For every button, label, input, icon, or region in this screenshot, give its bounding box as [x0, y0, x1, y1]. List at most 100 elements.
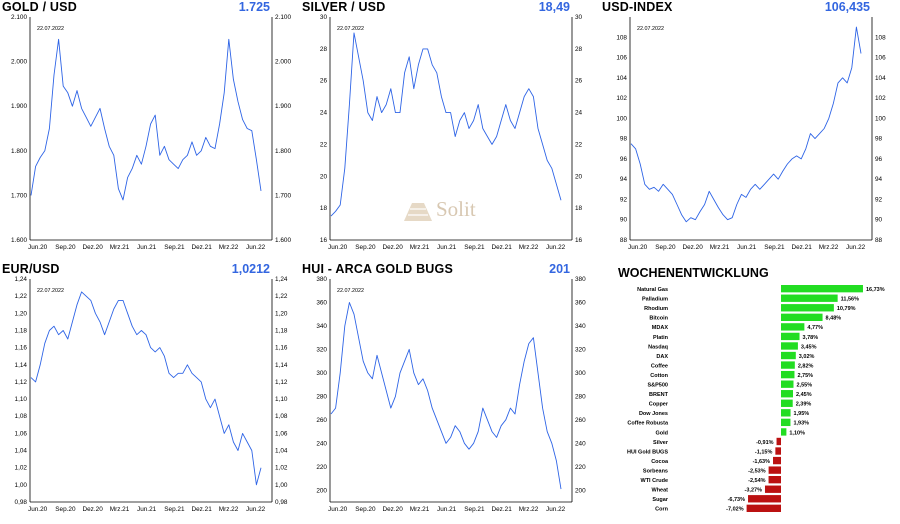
y-tick-label-right: 100 — [875, 115, 886, 122]
line-chart-silver: 16 16 18 18 20 20 22 22 24 24 26 26 28 28 30 30 Jun.20 Se… — [320, 14, 583, 251]
y-tick-label-right: 106 — [875, 55, 886, 62]
panel-silver: SILVER / USD 18,49 16 16 18 18 20 20 22 22 24 24 2… — [300, 0, 600, 262]
bar — [775, 447, 781, 455]
bar — [781, 409, 791, 417]
y-tick-label: 26 — [320, 78, 328, 85]
category-label: Corn — [655, 507, 668, 513]
weekly-chart-title: WOCHENENTWICKLUNG — [618, 266, 769, 280]
bar — [781, 390, 794, 398]
y-tick-label: 1,08 — [15, 413, 28, 420]
bar — [781, 428, 787, 436]
x-tick-label: Jun.22 — [546, 244, 566, 251]
x-tick-label: Mrz.21 — [110, 506, 130, 513]
value-label: 4,77% — [807, 325, 823, 331]
y-tick-label: 280 — [316, 393, 327, 400]
y-tick-label: 1,22 — [15, 293, 28, 300]
y-tick-label: 300 — [316, 370, 327, 377]
chart-title: EUR/USD — [2, 262, 60, 276]
value-label: -3,27% — [745, 488, 763, 494]
y-tick-label-right: 30 — [575, 14, 583, 21]
bar — [768, 466, 781, 474]
x-tick-label: Sep.21 — [764, 244, 785, 251]
y-tick-label: 340 — [316, 323, 327, 330]
value-label: 10,79% — [837, 306, 856, 312]
y-tick-label: 88 — [620, 237, 628, 244]
category-label: Coffee — [651, 363, 668, 369]
x-tick-label: Jun.20 — [328, 506, 348, 513]
x-tick-label: Mrz.21 — [410, 244, 430, 251]
y-tick-label: 102 — [616, 95, 627, 102]
x-tick-label: Mrz.21 — [710, 244, 730, 251]
y-tick-label-right: 24 — [575, 110, 583, 117]
y-tick-label: 200 — [316, 487, 327, 494]
y-tick-label-right: 104 — [875, 75, 886, 82]
y-tick-label-right: 90 — [875, 217, 883, 224]
y-tick-label: 1,10 — [15, 396, 28, 403]
category-label: Platin — [653, 335, 669, 341]
category-label: Rhodium — [644, 306, 668, 312]
series-line — [30, 291, 262, 486]
category-label: MDAX — [652, 325, 669, 331]
category-label: Natural Gas — [637, 287, 668, 293]
y-tick-label-right: 1,16 — [275, 345, 288, 352]
x-tick-label: Sep.21 — [464, 506, 485, 513]
bar — [781, 399, 793, 407]
y-tick-label-right: 240 — [575, 440, 586, 447]
y-tick-label: 1.700 — [11, 192, 27, 199]
y-tick-label-right: 1,10 — [275, 396, 288, 403]
x-tick-label: Jun.21 — [137, 506, 157, 513]
y-tick-label: 100 — [616, 115, 627, 122]
panel-usd-index: USD-INDEX 106,435 88 88 90 90 92 92 94 94 96 96 98… — [600, 0, 900, 262]
value-label: -1,15% — [755, 449, 773, 455]
y-tick-label-right: 98 — [875, 136, 883, 143]
y-tick-label-right: 1,22 — [275, 293, 288, 300]
y-tick-label: 260 — [316, 417, 327, 424]
y-tick-label-right: 2.000 — [275, 59, 291, 66]
y-tick-label: 94 — [620, 176, 628, 183]
x-tick-label: Mrz.22 — [219, 244, 239, 251]
value-label: 1,10% — [789, 430, 805, 436]
watermark-logo: Solit — [402, 197, 522, 225]
value-label: 8,48% — [826, 316, 842, 322]
bar — [781, 332, 800, 341]
x-tick-label: Sep.21 — [164, 506, 185, 513]
x-tick-label: Jun.22 — [546, 506, 566, 513]
x-tick-label: Jun.21 — [437, 244, 457, 251]
panel-gold: GOLD / USD 1.725 1.600 1.600 1.700 1.700 1.8… — [0, 0, 300, 262]
y-tick-label-right: 108 — [875, 34, 886, 41]
y-tick-label-right: 1,04 — [275, 448, 288, 455]
y-tick-label: 30 — [320, 14, 328, 21]
y-tick-label: 0,98 — [15, 499, 28, 506]
y-tick-label-right: 380 — [575, 276, 586, 283]
x-tick-label: Dez.20 — [383, 506, 404, 513]
value-label: 3,45% — [801, 344, 817, 350]
category-label: BRENT — [649, 392, 669, 398]
category-label: Wheat — [652, 488, 669, 494]
y-tick-label-right: 1.600 — [275, 237, 291, 244]
y-tick-label-right: 220 — [575, 464, 586, 471]
bar — [781, 285, 863, 293]
x-tick-label: Mrz.22 — [519, 244, 539, 251]
current-value: 18,49 — [538, 0, 570, 14]
x-tick-label: Dez.21 — [192, 244, 213, 251]
value-label: 3,78% — [803, 335, 819, 341]
value-label: 2,82% — [798, 363, 814, 369]
category-label: Nasdaq — [648, 344, 668, 350]
x-tick-label: Dez.20 — [383, 244, 404, 251]
x-tick-label: Dez.20 — [83, 244, 104, 251]
bar — [773, 456, 781, 465]
value-label: 16,73% — [866, 287, 885, 293]
x-tick-label: Dez.20 — [83, 506, 104, 513]
x-tick-label: Jun.20 — [628, 244, 648, 251]
date-label: 22.07.2022 — [37, 288, 64, 294]
line-chart-gold: 1.600 1.600 1.700 1.700 1.800 1.800 1.900 1.900… — [11, 14, 291, 251]
date-label: 22.07.2022 — [337, 288, 364, 294]
line-chart-eur-usd: 0,98 0,98 1,00 1,00 1,02 1,02 1,04 1,04 1,06 1,06… — [15, 276, 288, 513]
bar — [781, 342, 798, 350]
chart-title: SILVER / USD — [302, 0, 386, 14]
bar — [781, 313, 823, 321]
x-tick-label: Mrz.22 — [519, 506, 539, 513]
y-tick-label-right: 26 — [575, 78, 583, 85]
y-tick-label-right: 280 — [575, 393, 586, 400]
y-tick-label-right: 1.700 — [275, 192, 291, 199]
